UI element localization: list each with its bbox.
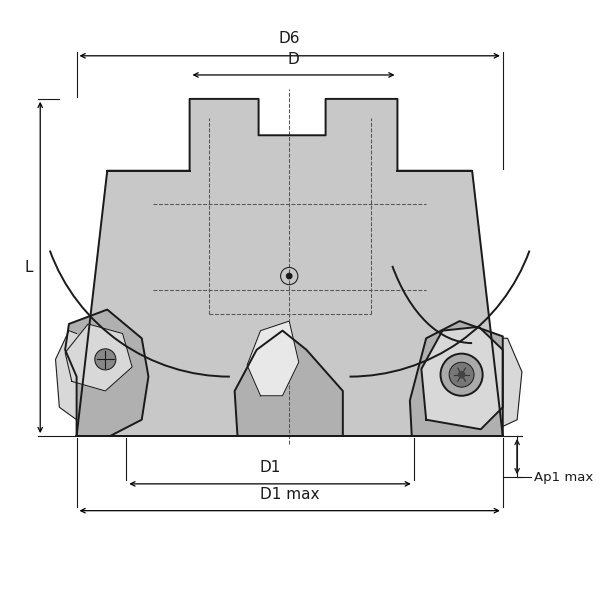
Text: D6: D6: [279, 31, 301, 46]
Polygon shape: [65, 310, 148, 436]
Polygon shape: [65, 324, 132, 391]
Text: D1 max: D1 max: [260, 487, 319, 502]
Circle shape: [95, 349, 116, 370]
Text: D: D: [287, 52, 299, 67]
Text: Ap1 max: Ap1 max: [535, 470, 593, 484]
Text: D1: D1: [259, 460, 281, 475]
Circle shape: [286, 273, 293, 280]
Polygon shape: [235, 331, 343, 436]
Circle shape: [440, 353, 482, 396]
Text: L: L: [25, 260, 33, 275]
Polygon shape: [56, 331, 77, 420]
Polygon shape: [77, 99, 503, 436]
Circle shape: [449, 362, 474, 387]
Polygon shape: [410, 321, 503, 436]
Polygon shape: [247, 321, 299, 396]
Circle shape: [458, 371, 466, 379]
Polygon shape: [421, 327, 503, 429]
Polygon shape: [503, 338, 522, 427]
